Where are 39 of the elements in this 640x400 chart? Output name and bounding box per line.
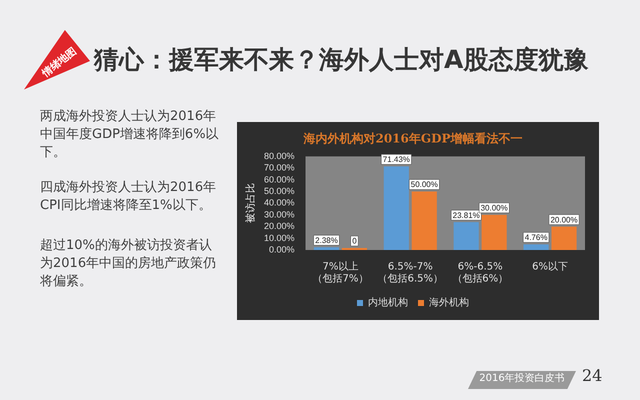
x-tick-label: 6.5%-7%（包括6.5%） (378, 262, 444, 285)
data-label: 20.00% (550, 215, 578, 224)
chart-title: 猜心：援军来不来？海外人士对A股态度犹豫 (94, 44, 588, 76)
data-label: 2.38% (315, 236, 338, 245)
y-tick-label: 70.00% (264, 162, 295, 173)
bar (454, 222, 479, 250)
y-axis-title: 被访占比 (244, 183, 257, 224)
bar (384, 166, 409, 250)
data-label: 4.76% (524, 233, 548, 242)
y-tick-label: 10.00% (264, 232, 295, 243)
bar (482, 214, 507, 250)
x-tick-label: 6%-6.5%（包括6%） (452, 262, 508, 285)
y-tick-label: 30.00% (264, 209, 295, 220)
chart-subtitle: 海内外机构对2016年GDP增幅看法不一 (302, 131, 523, 146)
legend-label: 海外机构 (429, 296, 469, 309)
data-label: 0 (352, 236, 358, 246)
text: 情绪地图 (40, 44, 80, 82)
data-label: 71.43% (382, 155, 410, 164)
y-tick-label: 0.00% (268, 244, 295, 254)
x-tick-label: 7%以上（包括7%） (312, 260, 368, 285)
bar (314, 247, 340, 250)
bar (551, 226, 577, 250)
data-label: 23.81% (452, 210, 480, 220)
y-tick-label: 40.00% (264, 198, 295, 208)
text: 超过10%的海外被访投资者认为2016年中国的房地产政策仍将偏紧。 (40, 237, 218, 291)
text: 四成海外投资人士认为2016年CPI同比增速将降至1%以下。 (40, 179, 218, 215)
data-label: 30.00% (480, 204, 508, 213)
data-label: 50.00% (410, 180, 438, 190)
y-tick-label: 60.00% (264, 174, 295, 184)
text: 两成海外投资人士认为2016年中国年度GDP增速将降到6%以下。 (40, 108, 220, 162)
bar (412, 192, 437, 250)
y-tick-label: 50.00% (264, 186, 295, 196)
y-tick-label: 20.00% (264, 221, 295, 232)
bar (524, 244, 549, 250)
x-tick-label: 6%以下 (532, 260, 568, 273)
text: 2016年投资白皮书 (478, 372, 566, 386)
text: 24 (582, 366, 604, 385)
legend-label: 内地机构 (368, 296, 408, 309)
y-tick-label: 80.00% (264, 150, 295, 161)
